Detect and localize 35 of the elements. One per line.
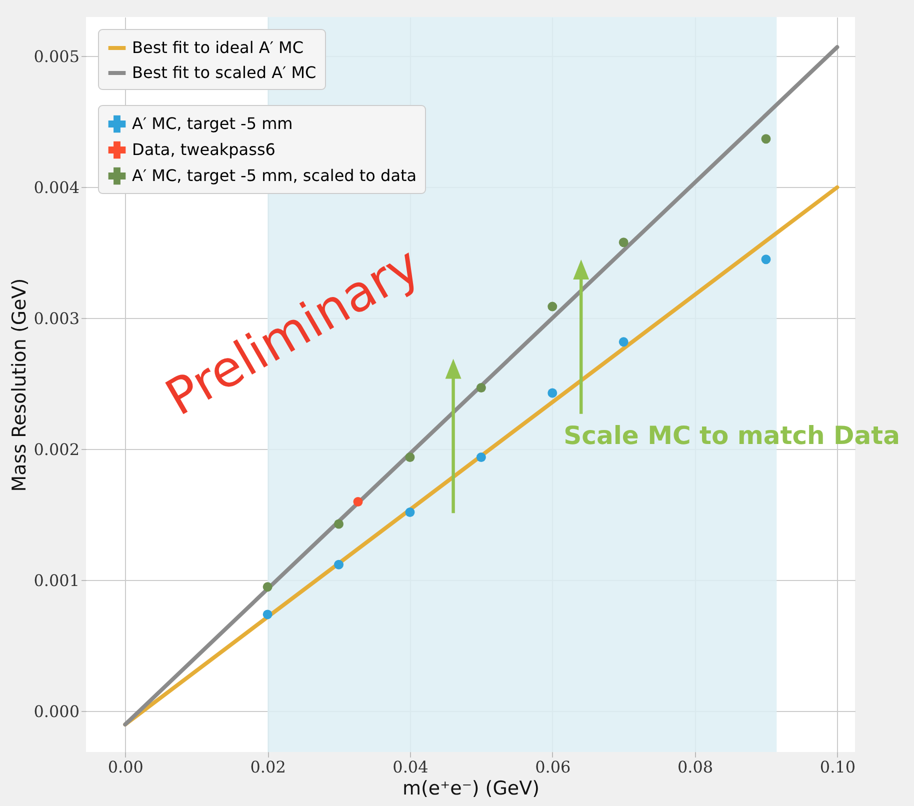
x-tick-label: 0.02 (250, 758, 286, 776)
annotation: Scale MC to match Data (564, 420, 900, 450)
point (405, 452, 415, 462)
x-tick-label: 0.00 (108, 758, 144, 776)
y-tick-label: 0.001 (34, 570, 80, 590)
point (618, 238, 628, 248)
point (405, 508, 415, 517)
point (353, 497, 363, 506)
y-tick-label: 0.003 (34, 308, 80, 328)
point (548, 302, 558, 312)
x-tick-label: 0.06 (535, 758, 571, 776)
y-axis-title: Mass Resolution (GeV) (8, 278, 31, 492)
y-tick-label: 0.002 (34, 440, 80, 459)
legend-label: Data, tweakpass6 (132, 140, 276, 159)
x-tick-label: 0.04 (392, 758, 428, 776)
y-tick-label: 0.000 (34, 702, 80, 721)
x-axis-title: m(e⁺e⁻) (GeV) (402, 778, 540, 800)
point (761, 254, 771, 264)
point (618, 337, 628, 347)
point (476, 383, 486, 393)
point (262, 582, 272, 592)
x-tick-label: 0.10 (820, 758, 856, 776)
legend-label: A′ MC, target -5 mm (132, 114, 293, 133)
y-tick-label: 0.005 (34, 46, 80, 66)
point (334, 560, 344, 570)
legend-label: Best fit to scaled A′ MC (132, 63, 316, 82)
x-tick-label: 0.08 (677, 758, 714, 776)
point (761, 134, 771, 144)
point (548, 388, 558, 398)
point (262, 610, 272, 620)
y-tick-label: 0.004 (34, 178, 80, 197)
legend-label: A′ MC, target -5 mm, scaled to data (132, 166, 417, 185)
legend-label: Best fit to ideal A′ MC (132, 38, 304, 57)
point (476, 452, 486, 462)
point (334, 519, 344, 529)
